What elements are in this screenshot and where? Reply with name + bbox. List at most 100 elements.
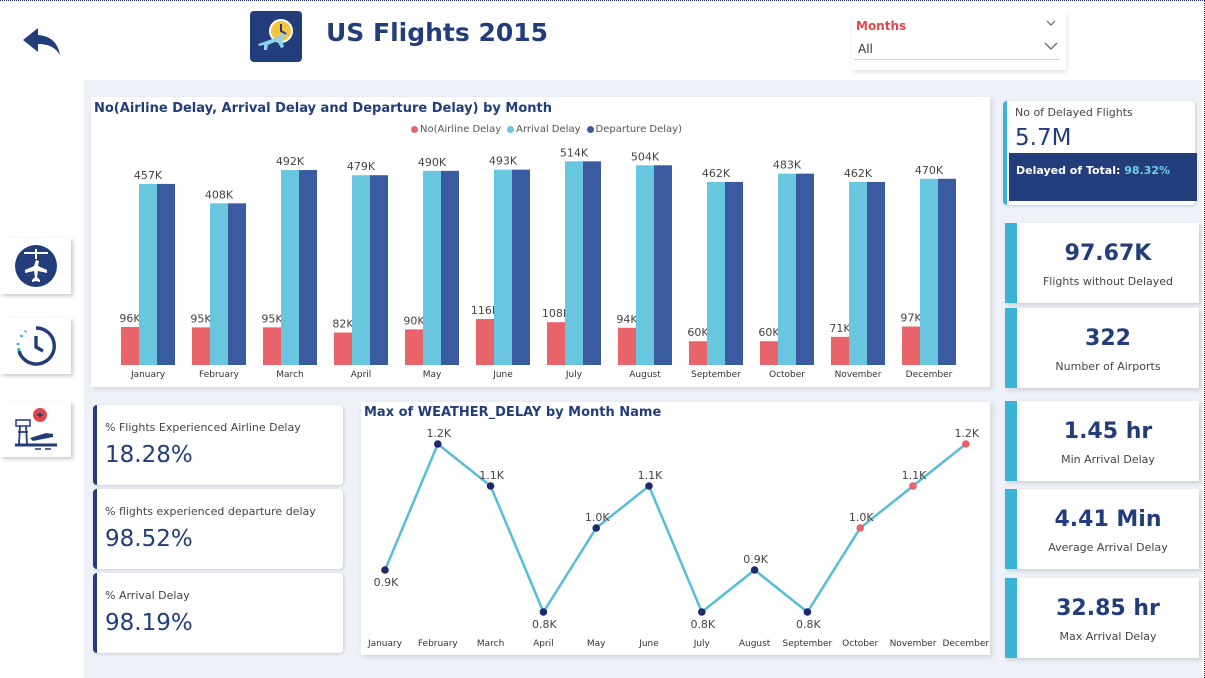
legend-label: No(Airline Delay xyxy=(420,124,502,135)
data-label: 408K xyxy=(205,188,234,201)
data-label: 479K xyxy=(347,160,376,173)
data-point[interactable] xyxy=(645,482,653,490)
data-point[interactable] xyxy=(856,524,864,532)
bar-arrival[interactable] xyxy=(423,170,441,365)
bar-departure[interactable] xyxy=(725,181,743,365)
data-label: 492K xyxy=(276,155,305,168)
bar-departure[interactable] xyxy=(938,178,956,365)
x-tick-label: November xyxy=(890,639,937,649)
bar-arrival[interactable] xyxy=(494,169,512,365)
nav-button-delays[interactable] xyxy=(0,318,71,374)
data-point[interactable] xyxy=(962,440,970,448)
data-label: 82K xyxy=(332,318,354,331)
bar-arrival[interactable] xyxy=(920,178,938,365)
bar-departure[interactable] xyxy=(583,161,601,365)
data-label: 0.9K xyxy=(374,576,399,589)
bar-departure[interactable] xyxy=(370,175,388,365)
x-tick-label: June xyxy=(638,639,659,649)
weather-delay-line xyxy=(383,441,967,615)
x-tick-label: March xyxy=(477,639,504,649)
line-chart-title: Max of WEATHER_DELAY by Month Name xyxy=(364,405,662,420)
bar-airline[interactable] xyxy=(405,329,423,365)
bar-departure[interactable] xyxy=(441,170,459,365)
data-label: 514K xyxy=(560,146,589,159)
kpi-label: % Flights Experienced Airline Delay xyxy=(105,421,301,434)
data-label: 504K xyxy=(631,150,660,163)
bar-chart-plot: 96K 457K January 95K 408K February 95K 492K Marc… xyxy=(119,146,956,380)
x-tick-label: July xyxy=(565,370,583,380)
x-tick-label: September xyxy=(691,370,741,380)
bar-airline[interactable] xyxy=(618,327,636,365)
bar-airline[interactable] xyxy=(902,326,920,365)
bar-airline[interactable] xyxy=(121,326,139,365)
bar-departure[interactable] xyxy=(512,169,530,365)
bar-arrival[interactable] xyxy=(707,181,725,365)
bar-arrival[interactable] xyxy=(565,161,583,365)
data-label: 97K xyxy=(900,312,922,325)
legend-item-arrival[interactable]: Arrival Delay xyxy=(507,124,581,135)
bar-airline[interactable] xyxy=(689,341,707,365)
bar-airline[interactable] xyxy=(476,319,494,365)
bar-departure[interactable] xyxy=(228,203,246,365)
data-label: 116K xyxy=(471,304,500,317)
data-point[interactable] xyxy=(539,608,548,616)
data-point[interactable] xyxy=(381,566,389,574)
bar-airline[interactable] xyxy=(263,327,281,365)
bar-departure[interactable] xyxy=(867,181,885,365)
x-tick-label: May xyxy=(423,370,442,380)
bar-arrival[interactable] xyxy=(281,170,299,365)
data-point[interactable] xyxy=(750,566,759,574)
bar-airline[interactable] xyxy=(547,322,565,365)
data-point[interactable] xyxy=(592,524,600,532)
bar-arrival[interactable] xyxy=(352,175,370,365)
bar-airline[interactable] xyxy=(760,341,778,365)
bar-arrival[interactable] xyxy=(210,203,228,365)
page-title: US Flights 2015 xyxy=(326,18,549,47)
bar-arrival[interactable] xyxy=(778,173,796,365)
months-slicer[interactable]: Months All xyxy=(852,12,1066,70)
legend-item-airline[interactable]: No(Airline Delay xyxy=(411,124,501,135)
x-tick-label: February xyxy=(418,639,459,649)
nav-button-flights[interactable] xyxy=(0,238,71,294)
bar-chart-title: No(Airline Delay, Arrival Delay and Depa… xyxy=(94,101,553,116)
data-label: 0.8K xyxy=(532,618,557,631)
line-chart-panel: Max of WEATHER_DELAY by Month Name 0.9K J… xyxy=(361,402,990,655)
data-label: 0.8K xyxy=(796,618,821,631)
bar-departure[interactable] xyxy=(157,183,175,365)
kpi-label: Min Arrival Delay xyxy=(1061,453,1155,466)
kpi-label: Max Arrival Delay xyxy=(1059,630,1157,643)
data-point[interactable] xyxy=(803,608,812,616)
chevron-down-icon[interactable] xyxy=(1046,19,1056,27)
kpi-value: 4.41 Min xyxy=(1054,507,1162,532)
bar-airline[interactable] xyxy=(192,327,210,365)
line-chart-plot: 0.9K January 1.2K February 1.1K March 0.8K Apri… xyxy=(367,427,989,649)
x-tick-label: May xyxy=(587,639,606,649)
kpi-average-arrival-delay-card: 4.41 Min Average Arrival Delay xyxy=(1005,489,1199,569)
bar-arrival[interactable] xyxy=(636,165,654,365)
x-tick-label: December xyxy=(906,370,953,380)
nav-button-airports[interactable] xyxy=(0,401,71,457)
data-point[interactable] xyxy=(909,482,917,490)
back-button[interactable] xyxy=(18,22,64,62)
data-label: 0.9K xyxy=(743,553,768,566)
slicer-dropdown[interactable]: All xyxy=(854,38,1060,60)
bar-departure[interactable] xyxy=(654,165,672,365)
data-label: 108K xyxy=(542,307,571,320)
data-point[interactable] xyxy=(486,482,495,490)
flight-clock-logo-icon xyxy=(250,11,302,62)
kpi-label: Flights without Delayed xyxy=(1042,275,1174,288)
bar-departure[interactable] xyxy=(299,170,317,365)
data-point[interactable] xyxy=(698,608,706,616)
legend-item-departure[interactable]: Departure Delay) xyxy=(586,124,682,135)
bar-airline[interactable] xyxy=(334,332,352,365)
bar-airline[interactable] xyxy=(831,336,849,365)
bar-arrival[interactable] xyxy=(849,181,867,365)
x-tick-label: March xyxy=(276,370,303,380)
data-point[interactable] xyxy=(434,440,442,448)
bar-departure[interactable] xyxy=(796,173,814,365)
data-label: 1.2K xyxy=(954,427,979,440)
bar-chart-legend: No(Airline Delay Arrival Delay Departure… xyxy=(411,124,682,135)
kpi-min-arrival-delay-card: 1.45 hr Min Arrival Delay xyxy=(1005,401,1199,481)
airplane-schedule-icon xyxy=(15,245,57,287)
bar-arrival[interactable] xyxy=(139,183,157,365)
